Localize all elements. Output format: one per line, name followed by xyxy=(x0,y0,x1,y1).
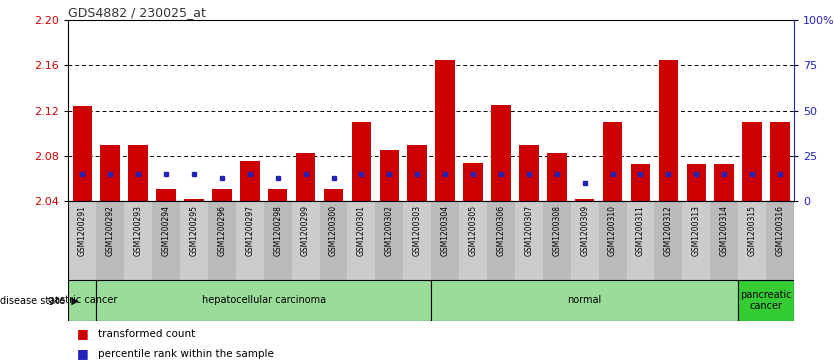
Text: normal: normal xyxy=(568,295,602,305)
Text: percentile rank within the sample: percentile rank within the sample xyxy=(98,349,274,359)
Text: GSM1200316: GSM1200316 xyxy=(776,205,785,256)
Bar xyxy=(379,150,399,201)
Bar xyxy=(68,201,96,280)
Bar xyxy=(711,201,738,280)
Text: GSM1200309: GSM1200309 xyxy=(580,205,589,257)
Bar xyxy=(324,189,344,201)
Bar xyxy=(738,201,766,280)
Text: GSM1200296: GSM1200296 xyxy=(218,205,226,256)
Bar xyxy=(96,280,431,321)
Bar xyxy=(296,153,315,201)
Bar xyxy=(459,201,487,280)
Text: transformed count: transformed count xyxy=(98,329,195,339)
Bar xyxy=(547,153,566,201)
Bar xyxy=(766,201,794,280)
Text: GSM1200293: GSM1200293 xyxy=(133,205,143,256)
Bar xyxy=(543,201,570,280)
Text: GSM1200314: GSM1200314 xyxy=(720,205,729,256)
Bar xyxy=(742,122,762,201)
Text: GSM1200301: GSM1200301 xyxy=(357,205,366,256)
Text: GSM1200294: GSM1200294 xyxy=(162,205,171,256)
Text: GSM1200300: GSM1200300 xyxy=(329,205,338,257)
Bar xyxy=(570,201,599,280)
Bar xyxy=(208,201,236,280)
Text: ■: ■ xyxy=(77,327,93,340)
Bar xyxy=(487,201,515,280)
Text: disease state  ▶: disease state ▶ xyxy=(0,295,79,305)
Bar xyxy=(686,164,706,201)
Bar xyxy=(575,199,595,201)
Bar xyxy=(73,106,92,201)
Bar xyxy=(319,201,348,280)
Text: GSM1200297: GSM1200297 xyxy=(245,205,254,256)
Text: GSM1200307: GSM1200307 xyxy=(525,205,534,257)
Text: GSM1200304: GSM1200304 xyxy=(440,205,450,257)
Bar xyxy=(599,201,626,280)
Bar xyxy=(348,201,375,280)
Bar xyxy=(152,201,180,280)
Text: GSM1200311: GSM1200311 xyxy=(636,205,645,256)
Bar xyxy=(292,201,319,280)
Bar xyxy=(68,280,96,321)
Text: GSM1200313: GSM1200313 xyxy=(691,205,701,256)
Bar xyxy=(128,145,148,201)
Text: GSM1200302: GSM1200302 xyxy=(384,205,394,256)
Bar xyxy=(212,189,232,201)
Bar xyxy=(715,164,734,201)
Bar xyxy=(375,201,404,280)
Bar xyxy=(184,199,203,201)
Bar xyxy=(631,164,651,201)
Bar xyxy=(515,201,543,280)
Bar xyxy=(408,145,427,201)
Bar xyxy=(124,201,152,280)
Bar xyxy=(491,105,510,201)
Text: GSM1200306: GSM1200306 xyxy=(496,205,505,257)
Bar xyxy=(100,145,120,201)
Text: GSM1200295: GSM1200295 xyxy=(189,205,198,256)
Text: GSM1200305: GSM1200305 xyxy=(469,205,478,257)
Text: pancreatic
cancer: pancreatic cancer xyxy=(741,290,791,311)
Bar xyxy=(431,201,459,280)
Bar xyxy=(156,189,176,201)
Bar xyxy=(431,280,738,321)
Bar xyxy=(435,60,455,201)
Text: GSM1200299: GSM1200299 xyxy=(301,205,310,256)
Bar xyxy=(240,161,259,201)
Text: GSM1200312: GSM1200312 xyxy=(664,205,673,256)
Bar xyxy=(180,201,208,280)
Text: GSM1200303: GSM1200303 xyxy=(413,205,422,257)
Bar xyxy=(682,201,711,280)
Text: GSM1200308: GSM1200308 xyxy=(552,205,561,256)
Bar xyxy=(603,122,622,201)
Bar xyxy=(352,122,371,201)
Text: GSM1200291: GSM1200291 xyxy=(78,205,87,256)
Bar xyxy=(771,122,790,201)
Text: ■: ■ xyxy=(77,347,93,360)
Text: hepatocellular carcinoma: hepatocellular carcinoma xyxy=(202,295,326,305)
Bar xyxy=(236,201,264,280)
Bar xyxy=(655,201,682,280)
Text: GDS4882 / 230025_at: GDS4882 / 230025_at xyxy=(68,6,206,19)
Text: GSM1200292: GSM1200292 xyxy=(106,205,115,256)
Bar xyxy=(626,201,655,280)
Bar xyxy=(404,201,431,280)
Text: GSM1200315: GSM1200315 xyxy=(747,205,756,256)
Bar xyxy=(738,280,794,321)
Bar xyxy=(659,60,678,201)
Bar xyxy=(519,145,539,201)
Bar xyxy=(264,201,292,280)
Text: gastric cancer: gastric cancer xyxy=(48,295,117,305)
Text: GSM1200298: GSM1200298 xyxy=(274,205,282,256)
Bar xyxy=(268,189,288,201)
Bar xyxy=(463,163,483,201)
Text: GSM1200310: GSM1200310 xyxy=(608,205,617,256)
Bar xyxy=(96,201,124,280)
